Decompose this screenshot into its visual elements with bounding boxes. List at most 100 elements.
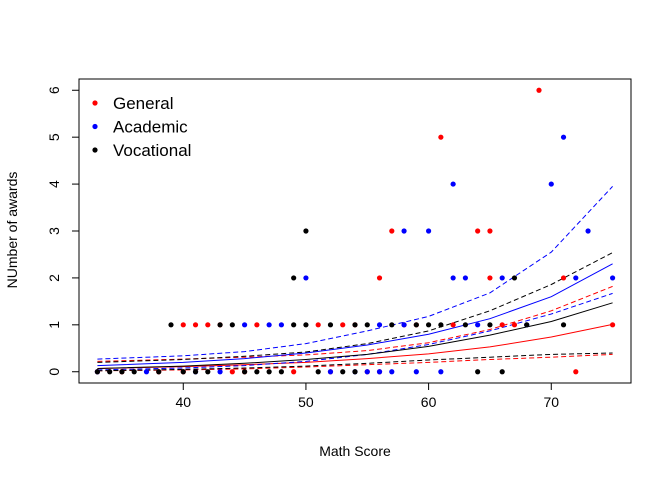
ci-upper-academic bbox=[97, 186, 613, 360]
point-academic bbox=[426, 228, 432, 234]
point-academic bbox=[389, 369, 395, 375]
point-general bbox=[438, 134, 444, 140]
x-axis-label: Math Score bbox=[319, 443, 391, 459]
point-academic bbox=[376, 322, 383, 328]
point-academic bbox=[401, 322, 407, 328]
point-vocational bbox=[426, 322, 432, 328]
legend: General Academic Vocational bbox=[92, 94, 191, 160]
point-general bbox=[180, 322, 186, 328]
point-vocational bbox=[205, 369, 211, 375]
point-academic bbox=[413, 369, 419, 375]
point-vocational bbox=[303, 322, 309, 328]
legend-marker-vocational bbox=[92, 147, 98, 153]
point-general bbox=[475, 228, 481, 234]
point-general bbox=[450, 322, 456, 328]
point-general bbox=[487, 228, 493, 234]
point-vocational bbox=[168, 322, 174, 328]
ci-lower-academic bbox=[97, 292, 613, 371]
point-academic bbox=[401, 228, 407, 234]
point-academic bbox=[560, 134, 567, 140]
point-general bbox=[610, 322, 616, 328]
point-vocational bbox=[180, 369, 186, 375]
point-academic bbox=[450, 181, 456, 187]
legend-marker-general bbox=[92, 100, 98, 106]
y-tick-label: 0 bbox=[46, 368, 62, 376]
point-academic bbox=[143, 369, 150, 375]
point-vocational bbox=[389, 322, 395, 328]
legend-marker-academic bbox=[92, 123, 98, 130]
point-academic bbox=[462, 275, 468, 281]
point-vocational bbox=[524, 322, 530, 328]
point-general bbox=[536, 87, 542, 93]
point-vocational bbox=[364, 322, 370, 328]
point-general bbox=[192, 322, 199, 328]
y-tick-label: 1 bbox=[46, 321, 62, 329]
ci-lower-general bbox=[97, 353, 613, 372]
point-academic bbox=[499, 275, 505, 281]
point-academic bbox=[364, 369, 370, 375]
axes-layer: 40 50 60 70 0 1 2 3 4 5 6 bbox=[46, 78, 632, 410]
x-tick-label: 40 bbox=[175, 394, 191, 410]
point-vocational bbox=[119, 369, 125, 375]
point-academic bbox=[278, 322, 284, 328]
point-vocational bbox=[511, 275, 518, 281]
point-vocational bbox=[217, 322, 223, 328]
point-academic bbox=[548, 181, 554, 187]
point-academic bbox=[450, 275, 456, 281]
point-general bbox=[229, 369, 235, 375]
x-tick-label: 70 bbox=[543, 394, 559, 410]
point-general bbox=[376, 275, 383, 281]
legend-label-vocational: Vocational bbox=[113, 141, 191, 160]
y-tick-label: 6 bbox=[46, 86, 62, 94]
point-academic bbox=[217, 369, 223, 375]
point-vocational bbox=[352, 369, 358, 375]
point-vocational bbox=[291, 322, 297, 328]
point-academic bbox=[475, 322, 481, 328]
point-vocational bbox=[487, 322, 493, 328]
point-vocational bbox=[107, 369, 113, 375]
point-vocational bbox=[315, 369, 321, 375]
point-academic bbox=[242, 322, 248, 328]
point-academic bbox=[610, 275, 616, 281]
y-tick-label: 2 bbox=[46, 274, 62, 282]
point-vocational bbox=[254, 369, 260, 375]
point-vocational bbox=[462, 322, 468, 328]
point-academic bbox=[585, 228, 591, 234]
fit-line-vocational bbox=[97, 302, 613, 369]
point-vocational bbox=[131, 369, 137, 375]
point-academic bbox=[376, 369, 383, 375]
fit-line-academic bbox=[97, 263, 613, 367]
point-academic bbox=[327, 369, 334, 375]
point-vocational bbox=[340, 369, 346, 375]
point-vocational bbox=[278, 369, 284, 375]
point-vocational bbox=[229, 322, 235, 328]
point-vocational bbox=[94, 369, 100, 375]
x-tick-label: 60 bbox=[421, 394, 437, 410]
y-tick-label: 4 bbox=[46, 180, 62, 188]
y-tick-label: 5 bbox=[46, 133, 62, 141]
x-tick-label: 50 bbox=[298, 394, 314, 410]
fit-line-general bbox=[97, 323, 613, 369]
point-academic bbox=[303, 275, 309, 281]
point-general bbox=[291, 369, 297, 375]
fit-lines-layer bbox=[97, 186, 613, 372]
point-general bbox=[205, 322, 211, 328]
point-general bbox=[487, 275, 493, 281]
point-general bbox=[315, 322, 321, 328]
point-vocational bbox=[266, 369, 272, 375]
point-general bbox=[573, 369, 579, 375]
point-vocational bbox=[156, 369, 162, 375]
point-vocational bbox=[242, 369, 248, 375]
point-general bbox=[511, 322, 518, 328]
point-general bbox=[340, 322, 346, 328]
point-vocational bbox=[499, 369, 505, 375]
point-vocational bbox=[438, 322, 444, 328]
point-general bbox=[389, 228, 395, 234]
point-vocational bbox=[352, 322, 358, 328]
point-general bbox=[560, 275, 567, 281]
points-layer bbox=[94, 87, 616, 375]
point-vocational bbox=[303, 228, 309, 234]
y-axis-label: NUmber of awards bbox=[4, 172, 20, 289]
